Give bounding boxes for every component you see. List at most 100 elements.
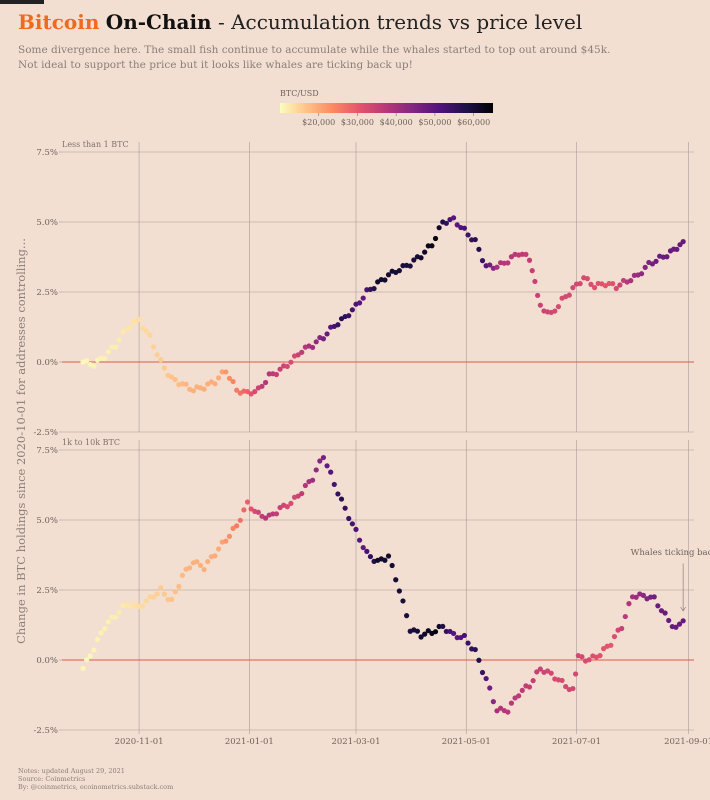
data-point <box>483 675 489 682</box>
data-point <box>606 280 612 287</box>
data-point <box>346 515 352 522</box>
data-point <box>479 258 486 264</box>
data-point <box>273 371 280 378</box>
data-point <box>490 699 496 705</box>
data-point <box>680 239 686 245</box>
data-point <box>201 566 207 573</box>
data-point <box>586 657 592 663</box>
data-point <box>479 669 486 676</box>
data-point <box>226 375 233 381</box>
subtitle-line-2: Not ideal to support the price but it lo… <box>18 59 413 71</box>
data-point <box>649 261 656 267</box>
data-point <box>537 666 543 672</box>
data-point <box>476 246 482 252</box>
legend-tick-label: $20,000 <box>302 118 335 127</box>
data-point <box>516 693 522 699</box>
data-point <box>523 251 529 257</box>
data-point <box>367 553 374 560</box>
data-point <box>584 276 590 282</box>
data-point <box>613 285 619 292</box>
data-point <box>537 302 543 308</box>
data-point <box>676 621 683 627</box>
data-point <box>472 646 478 653</box>
data-point <box>429 243 435 249</box>
data-point <box>532 278 538 285</box>
data-point <box>212 553 218 559</box>
data-point <box>673 624 679 630</box>
data-point <box>313 339 319 345</box>
data-point <box>84 657 90 663</box>
data-point <box>176 583 182 590</box>
data-point <box>393 577 399 583</box>
data-point <box>84 358 90 364</box>
data-point <box>529 268 535 274</box>
data-point <box>487 262 493 268</box>
data-point <box>622 613 628 620</box>
data-point <box>349 307 355 313</box>
y-tick-label: 7.5% <box>36 148 58 158</box>
data-point <box>158 585 164 591</box>
legend-colorbar <box>280 103 493 113</box>
data-point <box>611 633 618 640</box>
data-point <box>534 669 540 675</box>
x-tick-label: 2021-07-01 <box>552 737 601 747</box>
data-point <box>143 328 149 334</box>
notes-line-1: Notes: updated August 29, 2021 <box>18 767 125 775</box>
data-point <box>299 490 305 497</box>
data-point <box>425 628 431 634</box>
data-point <box>403 613 410 619</box>
data-point <box>237 517 243 523</box>
data-point <box>288 359 294 365</box>
data-point <box>579 654 585 660</box>
data-point <box>223 538 229 544</box>
data-point <box>98 630 104 636</box>
data-point <box>338 496 345 502</box>
data-point <box>284 363 290 370</box>
data-point <box>187 565 193 571</box>
data-point <box>617 282 623 288</box>
data-point <box>443 220 449 226</box>
data-point <box>389 562 395 569</box>
data-point <box>320 336 327 342</box>
legend-tick-label: $30,000 <box>341 118 374 127</box>
data-point <box>219 369 225 375</box>
data-point <box>454 222 460 228</box>
data-point <box>302 482 308 489</box>
data-point <box>190 388 196 394</box>
data-point <box>102 355 108 362</box>
data-point <box>577 281 583 287</box>
data-point <box>655 603 661 609</box>
data-point <box>328 469 334 475</box>
data-point <box>353 526 359 532</box>
data-point <box>400 598 406 604</box>
data-point <box>87 653 93 659</box>
data-point <box>487 685 493 691</box>
data-point <box>382 277 388 283</box>
data-point <box>183 381 189 387</box>
data-point <box>172 377 178 383</box>
data-point <box>342 505 348 511</box>
data-point <box>505 709 511 715</box>
data-point <box>573 671 579 677</box>
data-point <box>154 591 160 597</box>
data-point <box>360 295 366 301</box>
title-brand: Bitcoin <box>18 10 100 34</box>
data-point <box>360 544 366 551</box>
notes-line-3: By: @coinmetrics, ecoinometrics.substack… <box>18 783 174 791</box>
y-axis-title: Change in BTC holdings since 2020-10-01 … <box>14 238 28 644</box>
data-point <box>295 493 301 499</box>
data-point <box>508 700 515 706</box>
data-point <box>432 629 439 635</box>
data-point <box>241 507 247 513</box>
data-point <box>94 636 101 643</box>
data-point <box>205 558 211 565</box>
data-point <box>570 685 576 692</box>
data-point <box>472 236 478 243</box>
data-point <box>640 592 646 598</box>
panel-title: 1k to 10k BTC <box>62 438 120 447</box>
data-point <box>494 708 500 714</box>
data-point <box>465 232 471 238</box>
data-point <box>270 511 276 517</box>
data-point <box>263 515 269 521</box>
